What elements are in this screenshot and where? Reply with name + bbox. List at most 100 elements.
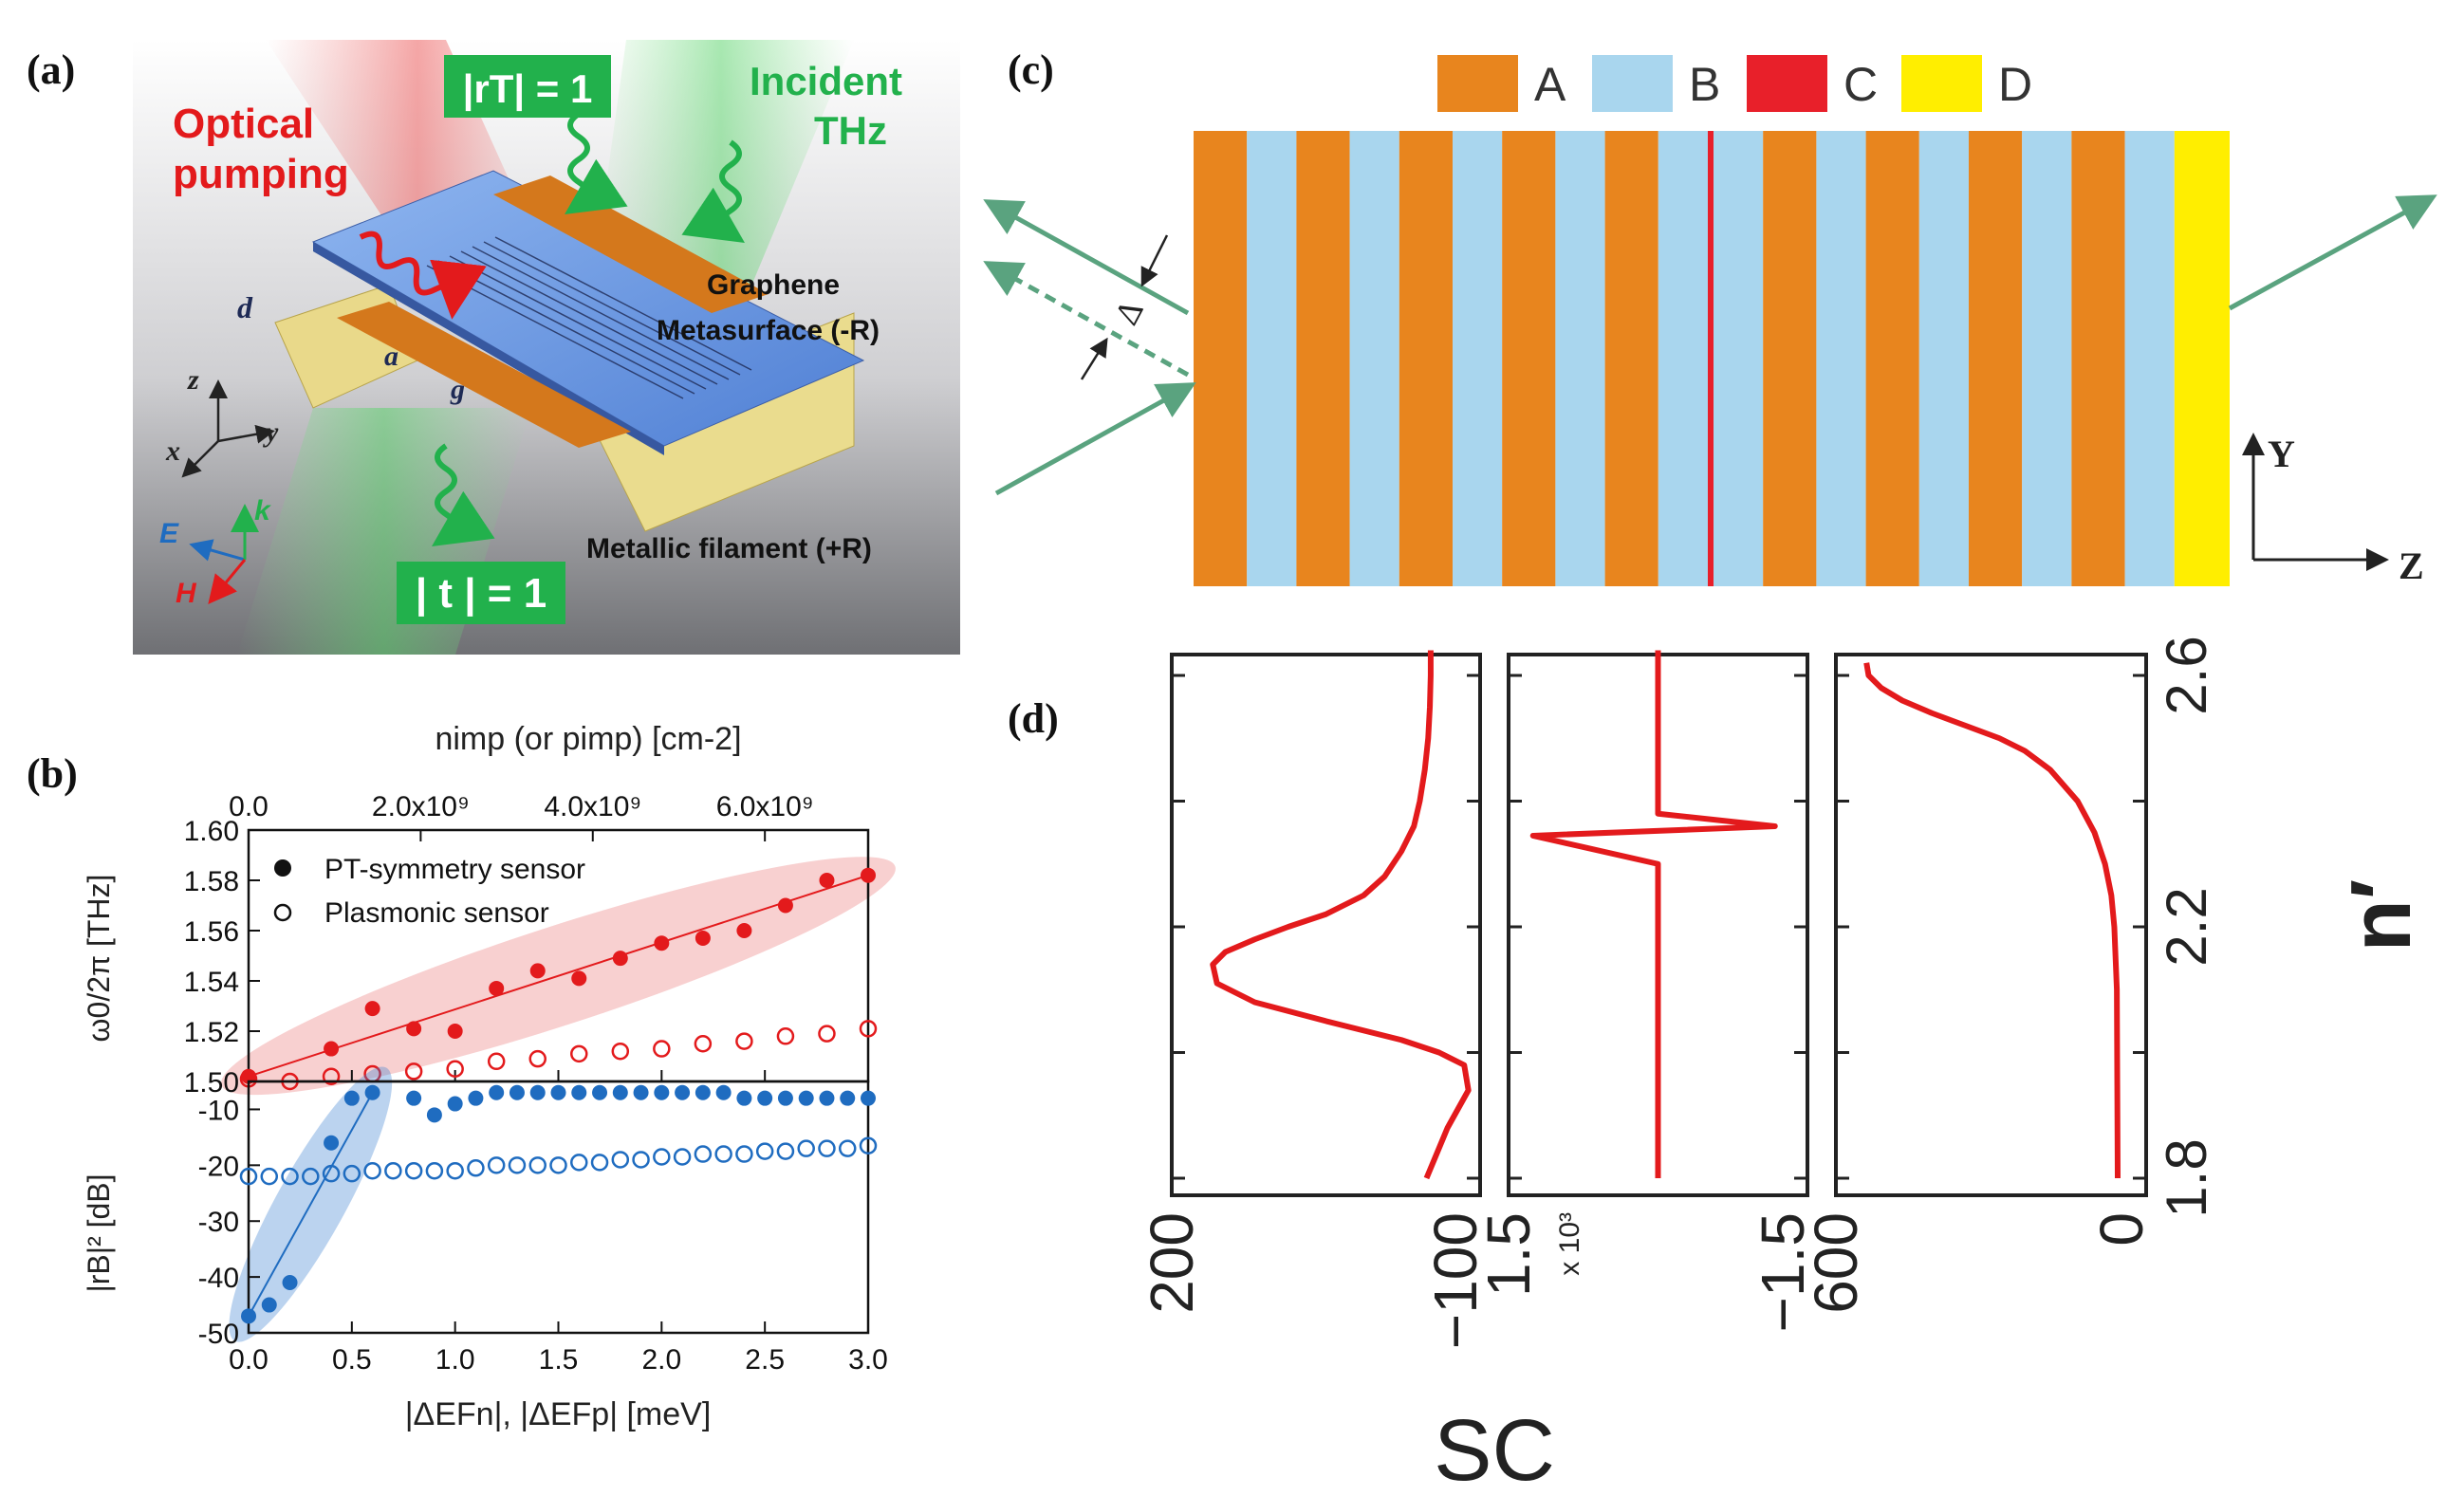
plasmonic-point: [570, 1154, 588, 1172]
plasmonic-point: [363, 1161, 381, 1180]
legend-swatch-d: [1901, 55, 1982, 112]
pt-sensor-point: [571, 1084, 587, 1100]
y-tick-label: 1.56: [184, 916, 239, 948]
plasmonic-point: [322, 1067, 341, 1085]
plasmonic-point: [260, 1167, 279, 1186]
sc-curve: [1210, 650, 1472, 1180]
pt-sensor-point: [777, 897, 793, 914]
panel-d-label: (d): [1008, 695, 1059, 742]
x-tick-label: 2.0: [641, 1344, 681, 1376]
pt-sensor-point: [241, 1308, 256, 1324]
layer-b: [1658, 131, 1708, 586]
a-label: a: [384, 341, 398, 372]
legend-swatch-c: [1747, 55, 1827, 112]
pt-sensor-point: [612, 951, 628, 967]
layer-b: [1714, 131, 1764, 586]
plasmonic-point: [508, 1156, 527, 1174]
pt-sensor-point: [819, 873, 835, 888]
layer-b: [1555, 131, 1605, 586]
incident-line2: THz: [814, 108, 887, 153]
pt-sensor-point: [406, 1090, 422, 1106]
pt-sensor-point: [757, 1090, 773, 1106]
legend-label-b: B: [1689, 58, 1720, 111]
layer-a: [1194, 131, 1248, 586]
plasmonic-point: [404, 1062, 423, 1080]
plasmonic-point: [446, 1161, 464, 1180]
sc-label: SC: [1434, 1402, 1555, 1496]
b-xlabel: |ΔEFn|, |ΔEFp| [meV]: [405, 1396, 712, 1432]
plasmonic-point: [425, 1161, 444, 1180]
metallic-filament-label: Metallic filament (+R): [586, 533, 872, 564]
layer-d: [2174, 131, 2230, 586]
fit-line: [248, 874, 869, 1078]
panel-b-label: (b): [27, 750, 78, 797]
pt-sensor-point: [736, 1090, 752, 1106]
pt-sensor-point: [261, 1297, 277, 1313]
plasmonic-point: [632, 1151, 650, 1169]
x-tick-label: 2.5: [745, 1344, 785, 1376]
y-tick-label: -10: [198, 1095, 239, 1126]
pt-sensor-point: [592, 1084, 608, 1100]
pt-sensor-point: [571, 970, 587, 987]
axis-x-label: x: [165, 435, 180, 467]
plasmonic-point: [859, 1020, 878, 1038]
layer-c: [1707, 131, 1714, 586]
plasmonic-point: [755, 1142, 774, 1160]
slab-edge: [313, 242, 664, 455]
plasmonic-point: [714, 1145, 732, 1163]
chart-frequency: 1.50 1.52 1.54 1.56 1.58 1.60: [184, 816, 896, 1099]
layer-a: [1968, 131, 2023, 586]
pt-sensor-point: [798, 1090, 814, 1106]
incident-wave: [681, 139, 745, 243]
legend-pt-symmetry: PT-symmetry sensor: [324, 854, 585, 885]
axis-z-label-c: Z: [2399, 545, 2424, 587]
plasmonic-point: [487, 1052, 506, 1071]
delta-label: Δ: [1107, 294, 1151, 331]
pt-sensor-point: [675, 1084, 691, 1100]
sc-tick-label: 200: [1138, 1212, 1206, 1314]
coordinate-axes: [181, 379, 275, 478]
layer-a: [2071, 131, 2125, 586]
plasmonic-point: [404, 1161, 423, 1180]
plasmonic-point: [570, 1044, 588, 1063]
pt-sensor-point: [612, 1084, 628, 1100]
sc-tick-label: −100: [1421, 1212, 1490, 1349]
field-vectors: [189, 504, 259, 604]
y-tick-label: 1.50: [184, 1067, 239, 1099]
plasmonic-point: [487, 1156, 506, 1174]
reflected-wave: [565, 111, 628, 214]
x-tick-label: 0.0: [229, 1344, 269, 1376]
n-label: n′: [2334, 879, 2429, 952]
layer-b: [2022, 131, 2072, 586]
top-tick-label: 6.0x10⁹: [716, 791, 814, 822]
layer-b: [1918, 131, 1969, 586]
layer-a: [1399, 131, 1453, 586]
plasmonic-point: [343, 1164, 361, 1183]
legend-swatch-a: [1437, 55, 1518, 112]
layer-b: [1816, 131, 1866, 586]
sc-plot-frame: [1834, 653, 2148, 1197]
plasmonic-point: [590, 1154, 609, 1172]
photonic-stack: [1194, 131, 2230, 586]
upper-ylabel: ω0/2π [THz]: [82, 875, 116, 1043]
t-label: | t | = 1: [416, 570, 547, 618]
plasmonic-point: [528, 1049, 547, 1068]
pt-sensor-point: [695, 1084, 711, 1100]
pt-sensor-point: [468, 1090, 484, 1106]
top-tick-label: 2.0x10⁹: [372, 791, 470, 822]
plasmonic-point: [281, 1167, 299, 1186]
rt-label-box: [444, 55, 611, 118]
rt-label: |rT| = 1: [463, 66, 593, 112]
pump-wave: [359, 231, 487, 320]
axis-y-label-c: Y: [2268, 433, 2295, 475]
top-axis-ticks: 0.0 2.0x10⁹ 4.0x10⁹ 6.0x10⁹: [229, 791, 814, 841]
pt-sensor-point: [840, 1090, 856, 1106]
x-tick-label: 1.0: [435, 1344, 475, 1376]
layer-a: [1502, 131, 1556, 586]
sc-tick-label: 0: [2087, 1212, 2156, 1247]
pt-sensor-point: [324, 1041, 340, 1057]
plasmonic-point: [302, 1167, 320, 1186]
legend-plasmonic: Plasmonic sensor: [324, 897, 549, 929]
plasmonic-point: [859, 1136, 878, 1154]
legend-filled-marker: [274, 859, 291, 877]
